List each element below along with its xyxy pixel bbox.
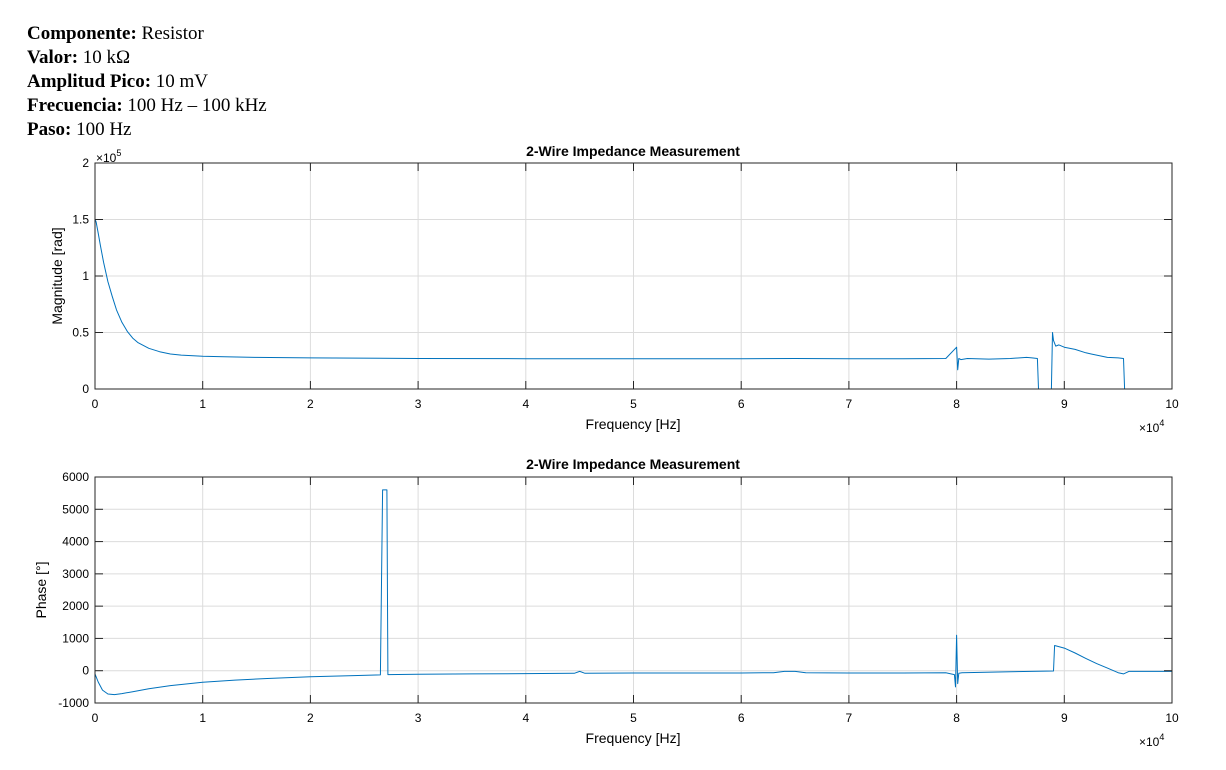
magnitude-y-exponent-base: ×10 [96,151,117,165]
header-label: Paso: [27,119,72,140]
header-value: 100 Hz – 100 kHz [127,95,267,116]
header-value: Resistor [141,23,204,44]
magnitude-x-tick-label: 8 [953,397,960,411]
phase-chart-xlabel: Frequency [Hz] [586,730,681,746]
header-line-value: Valor: 10 kΩ [27,46,267,70]
magnitude-x-tick-label: 1 [199,397,206,411]
phase-y-tick-label: 3000 [62,567,89,581]
phase-x-exponent: ×104 [1139,732,1164,749]
phase-y-tick-label: 0 [82,664,89,678]
magnitude-x-tick-label: 3 [415,397,422,411]
phase-x-tick-label: 1 [199,711,206,725]
magnitude-x-tick-label: 5 [630,397,637,411]
header-label: Valor: [27,47,79,68]
magnitude-x-tick-label: 0 [92,397,99,411]
magnitude-x-tick-label: 9 [1061,397,1068,411]
phase-x-tick-label: 10 [1165,711,1179,725]
phase-y-tick-label: 4000 [62,535,89,549]
header-line-component: Componente: Resistor [27,22,267,46]
magnitude-y-tick-label: 0 [82,382,89,396]
phase-series-line [94,489,1172,696]
phase-x-tick-label: 7 [846,711,853,725]
magnitude-x-tick-label: 6 [738,397,745,411]
header-value: 100 Hz [76,119,132,140]
phase-y-tick-label: 6000 [62,470,89,484]
phase-x-tick-label: 6 [738,711,745,725]
header-line-frequency: Frecuencia: 100 Hz – 100 kHz [27,94,267,118]
magnitude-chart-ylabel: Magnitude [rad] [49,227,65,324]
phase-x-exponent-base: ×10 [1139,735,1160,749]
header-block: Componente: Resistor Valor: 10 kΩ Amplit… [27,22,267,142]
phase-x-tick-label: 2 [307,711,314,725]
phase-chart-title: 2-Wire Impedance Measurement [526,456,740,472]
header-value: 10 mV [155,71,209,92]
phase-x-tick-label: 9 [1061,711,1068,725]
phase-chart-ylabel: Phase [°] [33,562,49,619]
header-line-amplitude: Amplitud Pico: 10 mV [27,70,267,94]
header-label: Frecuencia: [27,95,123,116]
magnitude-chart-xlabel: Frequency [Hz] [586,416,681,432]
header-value: 10 kΩ [82,47,131,68]
phase-x-tick-label: 3 [415,711,422,725]
magnitude-x-tick-label: 10 [1165,397,1179,411]
magnitude-y-tick-label: 1 [82,269,89,283]
magnitude-y-exponent-power: 5 [116,148,121,158]
magnitude-chart: 2-Wire Impedance Measurement Frequency [… [49,143,1179,435]
magnitude-x-tick-label: 4 [522,397,529,411]
phase-chart: 2-Wire Impedance Measurement Frequency [… [33,456,1179,749]
magnitude-y-tick-label: 1.5 [72,213,89,227]
phase-x-exponent-power: 4 [1159,732,1164,742]
phase-x-tick-label: 8 [953,711,960,725]
phase-y-tick-label: 2000 [62,599,89,613]
magnitude-x-tick-label: 7 [846,397,853,411]
magnitude-x-exponent: ×104 [1139,418,1164,435]
magnitude-x-tick-label: 2 [307,397,314,411]
magnitude-x-exponent-base: ×10 [1139,421,1160,435]
magnitude-y-tick-label: 0.5 [72,326,89,340]
header-line-step: Paso: 100 Hz [27,118,267,142]
magnitude-y-tick-label: 2 [82,156,89,170]
header-label: Amplitud Pico: [27,71,152,92]
phase-x-tick-label: 0 [92,711,99,725]
phase-y-tick-label: -1000 [58,696,89,710]
phase-y-tick-label: 5000 [62,502,89,516]
magnitude-y-exponent: ×105 [96,148,121,165]
phase-x-tick-label: 5 [630,711,637,725]
magnitude-x-exponent-power: 4 [1159,418,1164,428]
header-label: Componente: [27,23,137,44]
phase-x-tick-label: 4 [522,711,529,725]
magnitude-series-line [94,219,1172,390]
phase-y-tick-label: 1000 [62,631,89,645]
magnitude-chart-title: 2-Wire Impedance Measurement [526,143,740,159]
